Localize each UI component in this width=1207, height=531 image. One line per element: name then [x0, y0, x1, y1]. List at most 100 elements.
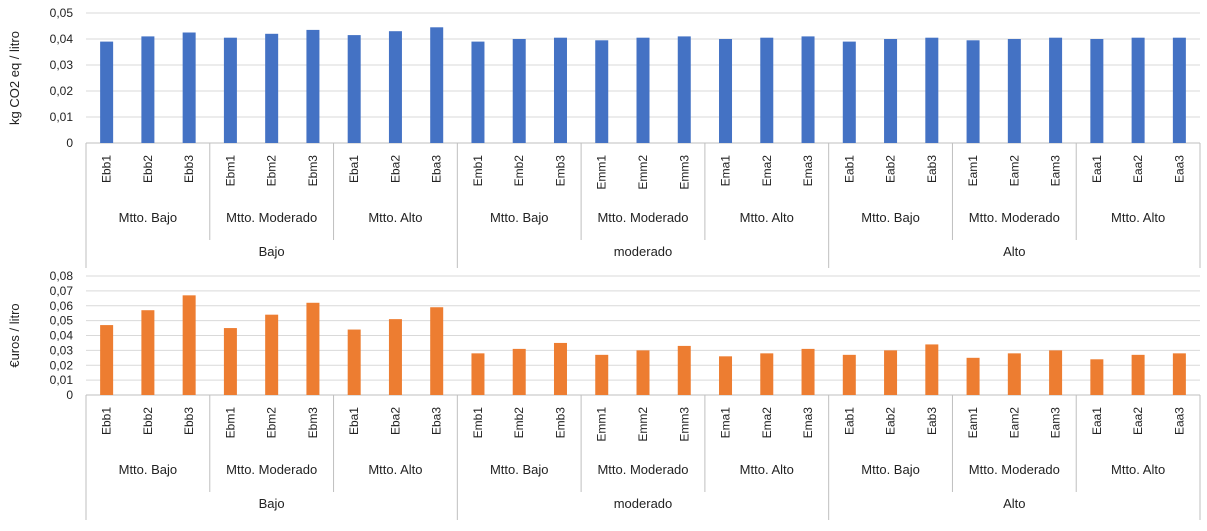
category-label: Ema3 — [801, 155, 815, 187]
category-label: Eab3 — [925, 407, 939, 435]
bar — [430, 27, 444, 143]
category-label: Ebm3 — [306, 407, 320, 439]
category-label: Ebb3 — [182, 155, 196, 183]
bar — [471, 353, 485, 395]
category-label: Emm3 — [677, 407, 691, 442]
category-label: Eba2 — [388, 155, 402, 183]
bar — [677, 345, 691, 395]
y-tick-label: 0,07 — [50, 284, 74, 298]
group-label-maintenance: Mtto. Bajo — [119, 210, 178, 225]
category-label: Eaa1 — [1090, 155, 1104, 183]
bar — [1007, 353, 1021, 395]
group-label-maintenance: Mtto. Bajo — [119, 462, 178, 477]
bar — [223, 37, 237, 144]
category-label: Eab1 — [842, 407, 856, 435]
category-label: Ema1 — [719, 407, 733, 439]
category-label: Emb3 — [553, 407, 567, 439]
bar — [223, 328, 237, 395]
bar — [347, 329, 361, 395]
category-label: Eba1 — [347, 407, 361, 435]
y-tick-label: 0,08 — [50, 269, 74, 283]
y-tick-label: 0,04 — [50, 32, 74, 46]
bar — [884, 350, 898, 395]
bar — [306, 29, 320, 143]
bar — [1090, 359, 1104, 395]
y-axis-title: kg CO2 eq / litro — [7, 31, 22, 125]
category-label: Ema2 — [760, 155, 774, 187]
y-tick-label: 0,03 — [50, 58, 74, 72]
group-label-efficiency: Bajo — [259, 496, 285, 511]
category-label: Ebb2 — [141, 407, 155, 435]
category-label: Ema3 — [801, 407, 815, 439]
category-label: Eab1 — [842, 155, 856, 183]
category-label: Eam3 — [1049, 155, 1063, 187]
category-label: Eaa3 — [1172, 407, 1186, 435]
category-label: Emb2 — [512, 155, 526, 187]
bar — [719, 356, 733, 395]
bar — [884, 39, 898, 143]
group-label-maintenance: Mtto. Alto — [1111, 210, 1165, 225]
category-label: Ebb1 — [100, 407, 114, 435]
category-label: Eaa2 — [1131, 407, 1145, 435]
category-label: Ebm1 — [223, 407, 237, 439]
category-label: Eaa1 — [1090, 407, 1104, 435]
category-label: Ebm1 — [223, 155, 237, 187]
category-label: Emm2 — [636, 155, 650, 190]
bar — [966, 357, 980, 395]
bar — [801, 36, 815, 143]
bar — [182, 295, 196, 395]
cost-chart: 00,010,020,030,040,050,060,070,08 €uros /… — [7, 269, 1201, 520]
bar — [265, 33, 279, 143]
group-label-maintenance: Mtto. Moderado — [226, 462, 317, 477]
y-tick-label: 0,05 — [50, 6, 74, 20]
category-label: Emm3 — [677, 155, 691, 190]
group-label-maintenance: Mtto. Moderado — [597, 210, 688, 225]
bar — [760, 353, 774, 395]
group-label-maintenance: Mtto. Moderado — [969, 210, 1060, 225]
y-tick-label: 0,01 — [50, 110, 74, 124]
category-label: Emm2 — [636, 407, 650, 442]
bar — [512, 39, 526, 143]
bar — [925, 37, 939, 144]
y-tick-label: 0,04 — [50, 329, 74, 343]
group-label-maintenance: Mtto. Moderado — [226, 210, 317, 225]
category-label: Ebm2 — [265, 155, 279, 187]
category-label: Ebm2 — [265, 407, 279, 439]
group-label-efficiency: Bajo — [259, 244, 285, 259]
group-label-maintenance: Mtto. Alto — [368, 210, 422, 225]
bar — [430, 307, 444, 395]
bar — [760, 37, 774, 144]
group-label-maintenance: Mtto. Alto — [740, 462, 794, 477]
bar — [553, 342, 567, 395]
category-label: Emm1 — [595, 155, 609, 190]
bar — [842, 41, 856, 143]
y-tick-label: 0 — [66, 136, 73, 150]
bar — [595, 354, 609, 395]
y-tick-label: 0,02 — [50, 358, 74, 372]
bar — [1131, 37, 1145, 144]
bar — [182, 32, 196, 143]
group-label-maintenance: Mtto. Moderado — [969, 462, 1060, 477]
category-label: Emb1 — [471, 407, 485, 439]
bar — [265, 314, 279, 395]
y-tick-label: 0,02 — [50, 84, 74, 98]
group-label-maintenance: Mtto. Bajo — [490, 210, 549, 225]
y-axis-title: €uros / litro — [7, 303, 22, 367]
y-tick-label: 0,03 — [50, 343, 74, 357]
group-label-efficiency: moderado — [614, 244, 673, 259]
bar — [471, 41, 485, 143]
category-label: Eam3 — [1049, 407, 1063, 439]
bar — [636, 37, 650, 144]
category-label: Ebb1 — [100, 155, 114, 183]
y-tick-label: 0,01 — [50, 373, 74, 387]
bar — [512, 348, 526, 395]
category-label: Eam1 — [966, 407, 980, 439]
category-label: Eam2 — [1007, 155, 1021, 187]
y-tick-label: 0,06 — [50, 299, 74, 313]
group-label-maintenance: Mtto. Bajo — [861, 462, 920, 477]
category-label: Eba3 — [430, 407, 444, 435]
bar — [842, 354, 856, 395]
bar — [347, 35, 361, 143]
bar — [1172, 353, 1186, 395]
